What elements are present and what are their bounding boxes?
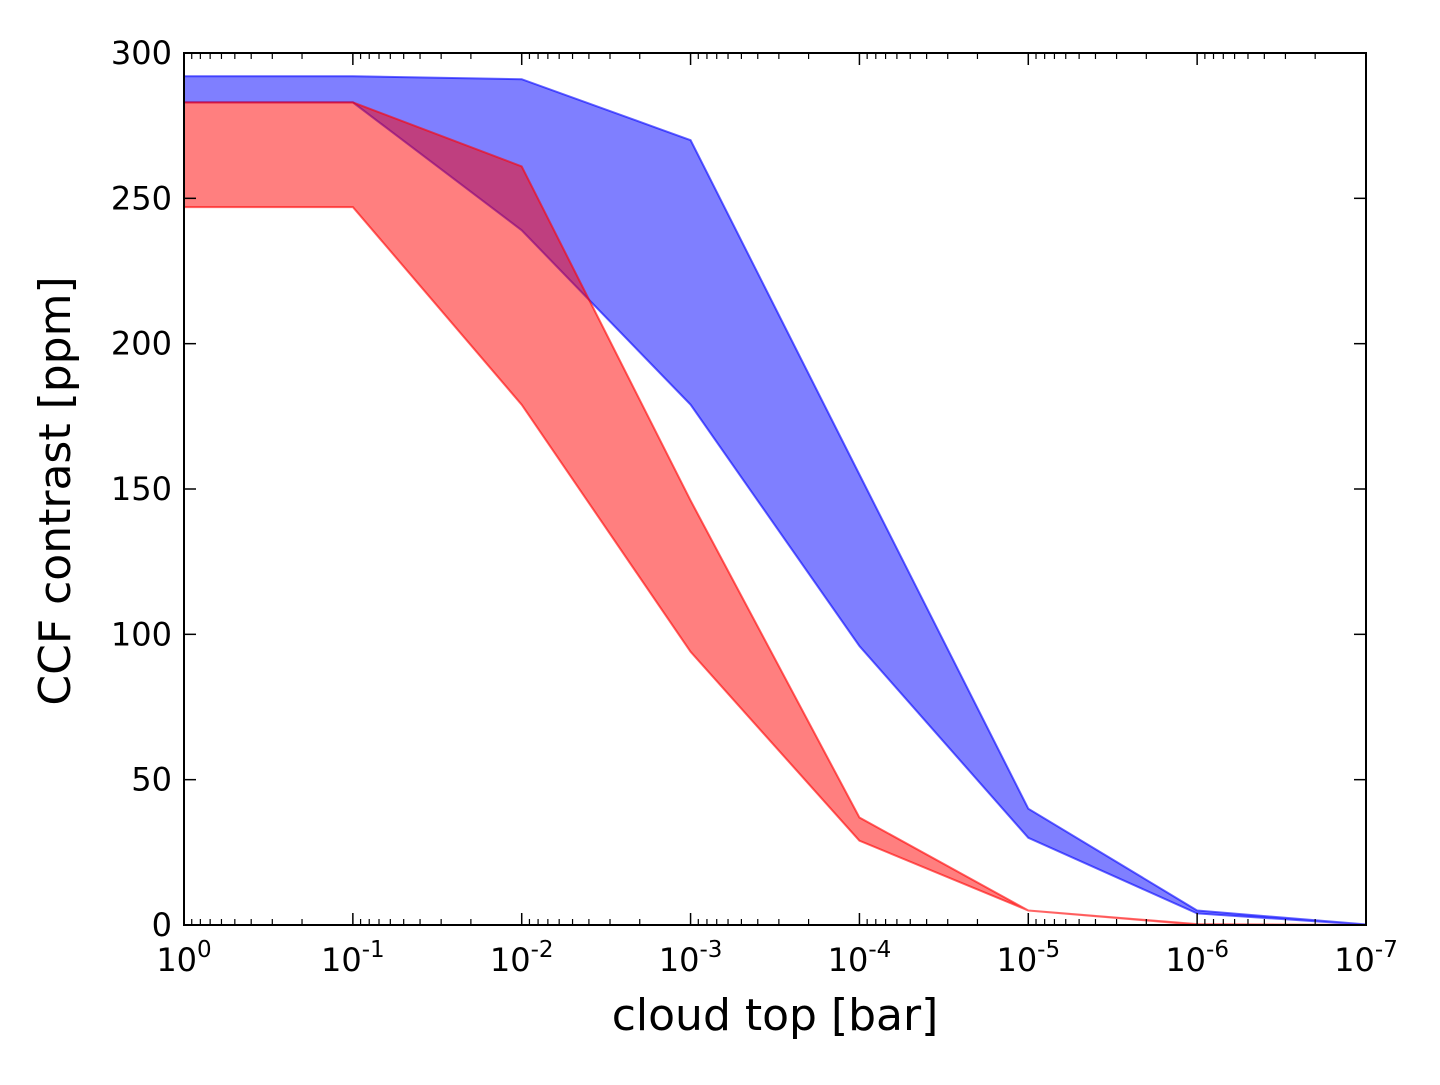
- y-tick-label: 250: [111, 179, 172, 217]
- bands-layer: [183, 75, 1367, 926]
- x-tick-label: 10-7: [1334, 937, 1398, 979]
- tick-labels: 0 50 100 150 200 250 300 100 10-1 10-2 10-3 10-4 10-…: [111, 34, 1398, 979]
- x-tick-label: 10-4: [828, 937, 892, 979]
- x-tick-label: 10-2: [490, 937, 554, 979]
- plot-frame: [183, 52, 1367, 926]
- x-tick-label: 10-3: [659, 937, 723, 979]
- x-axis-title: cloud top [bar]: [612, 990, 939, 1041]
- x-tick-label: 10-1: [321, 937, 385, 979]
- x-tick-label: 100: [156, 937, 211, 979]
- y-tick-label: 300: [111, 34, 172, 72]
- y-axis-title: CCF contrast [ppm]: [30, 276, 81, 705]
- y-tick-label: 150: [111, 470, 172, 508]
- x-tick-label: 10-6: [1165, 937, 1229, 979]
- y-tick-label: 200: [111, 325, 172, 363]
- y-tick-label: 100: [111, 615, 172, 653]
- y-tick-label: 50: [131, 761, 172, 799]
- x-tick-label: 10-5: [996, 937, 1060, 979]
- y-tick-label: 0: [152, 906, 172, 944]
